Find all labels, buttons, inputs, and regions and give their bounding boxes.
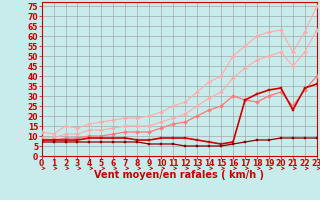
X-axis label: Vent moyen/en rafales ( km/h ): Vent moyen/en rafales ( km/h )	[94, 170, 264, 180]
